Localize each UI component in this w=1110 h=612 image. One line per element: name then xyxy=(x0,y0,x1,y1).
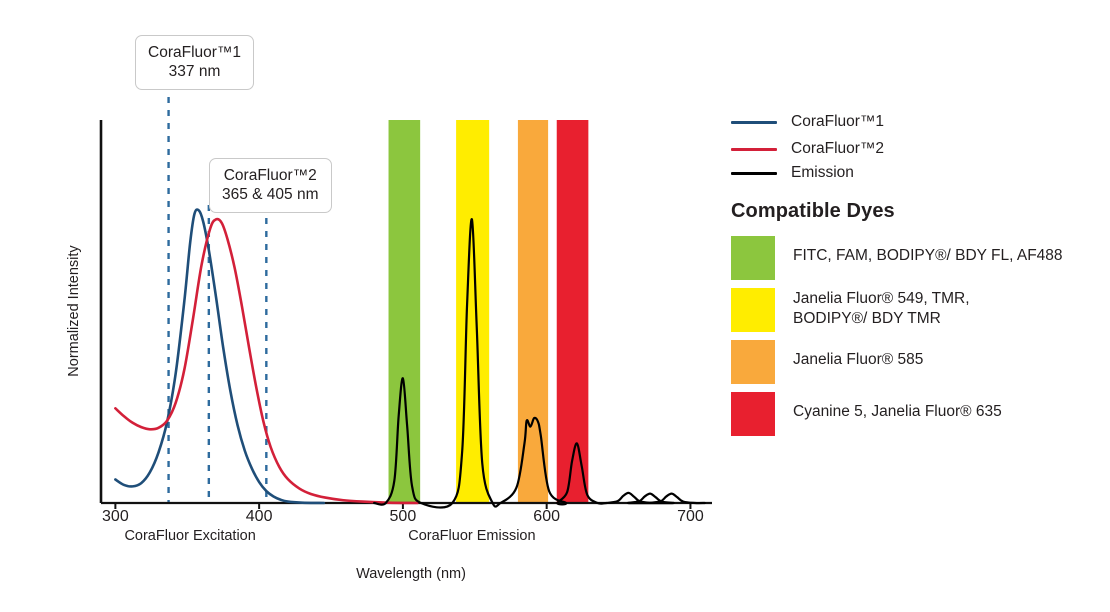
legend-label-coraflour1: CoraFluor™1 xyxy=(791,113,885,130)
legend-item-coraflour2: CoraFluor™2 xyxy=(731,139,884,159)
spectrum-curve xyxy=(114,208,326,505)
x-axis-tick-label: 400 xyxy=(245,508,273,525)
x-axis-tick-label: 300 xyxy=(102,508,129,525)
annotation-coraflour2-line2: 365 & 405 nm xyxy=(222,186,319,203)
x-axis-tick-label: 600 xyxy=(533,508,560,525)
annotation-coraflour2-line1: CoraFluor™2 xyxy=(223,167,317,184)
legend-item-emission: Emission xyxy=(731,163,854,183)
emission-band xyxy=(456,120,490,503)
legend-line-swatch-coraflour1 xyxy=(731,120,777,124)
emission-band xyxy=(388,120,421,503)
x-axis-tick-label: 500 xyxy=(389,508,417,525)
legend-line-swatch-coraflour2 xyxy=(731,147,777,151)
dye-label-cyanine5: Cyanine 5, Janelia Fluor® 635 xyxy=(793,403,1002,420)
annotation-coraflour1: CoraFluor™1 337 nm xyxy=(135,35,255,90)
spectrum-curve xyxy=(114,217,419,505)
emission-bands xyxy=(388,120,589,503)
x-axis-section-label: CoraFluor Emission xyxy=(408,528,536,544)
x-axis-title: Wavelength (nm) xyxy=(356,566,466,582)
spectrum-curve xyxy=(373,218,706,509)
compatible-dyes-heading: Compatible Dyes xyxy=(731,200,895,222)
dye-swatch-orange xyxy=(731,340,775,384)
annotation-coraflour1-line1: CoraFluor™1 xyxy=(148,44,242,61)
y-axis-label: Normalized Intensity xyxy=(66,245,82,377)
dye-item-janelia549: Janelia Fluor® 549, TMR, BODIPY®/ BDY TMR xyxy=(731,288,970,332)
dye-item-janelia585: Janelia Fluor® 585 xyxy=(731,340,923,384)
legend-item-coraflour1: CoraFluor™1 xyxy=(731,112,884,132)
dye-item-fitc: FITC, FAM, BODIPY®/ BDY FL, AF488 xyxy=(731,236,1063,280)
annotation-coraflour1-line2: 337 nm xyxy=(168,63,221,80)
emission-band xyxy=(517,120,549,503)
legend-label-emission: Emission xyxy=(791,164,854,181)
dye-swatch-red xyxy=(731,392,775,436)
x-axis-section-label: CoraFluor Excitation xyxy=(124,528,256,544)
legend-line-swatch-emission xyxy=(731,171,777,175)
annotation-coraflour2: CoraFluor™2 365 & 405 nm xyxy=(209,158,332,213)
dye-item-cyanine5: Cyanine 5, Janelia Fluor® 635 xyxy=(731,392,1002,436)
dye-label-janelia585: Janelia Fluor® 585 xyxy=(793,351,924,368)
excitation-marker-lines xyxy=(167,84,268,503)
dye-label-fitc: FITC, FAM, BODIPY®/ BDY FL, AF488 xyxy=(793,247,1063,264)
dye-swatch-yellow xyxy=(731,288,775,332)
legend-label-coraflour2: CoraFluor™2 xyxy=(791,140,885,157)
dye-swatch-green xyxy=(731,236,775,280)
dye-label-janelia549: Janelia Fluor® 549, TMR, BODIPY®/ BDY TMR xyxy=(793,290,970,327)
emission-band xyxy=(556,120,589,503)
x-axis-tick-label: 700 xyxy=(677,508,704,525)
spectra-curves xyxy=(114,208,706,509)
